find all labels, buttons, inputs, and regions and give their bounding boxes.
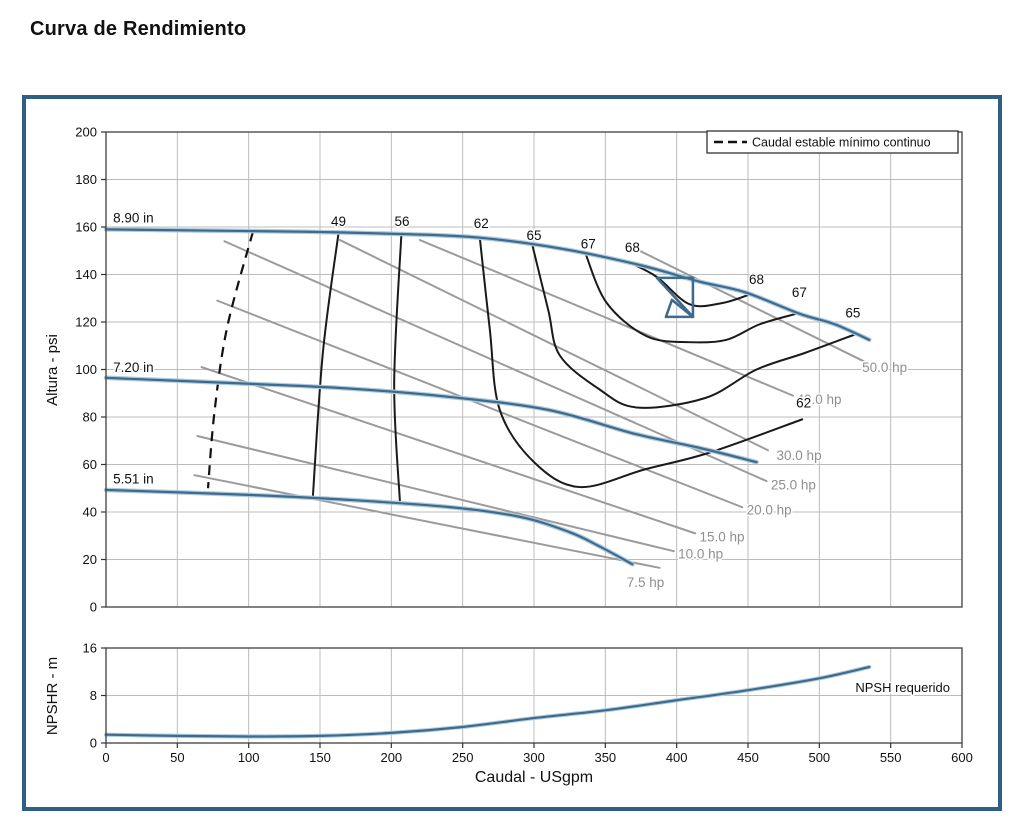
efficiency-label: 62 — [474, 216, 489, 231]
efficiency-label: 65 — [845, 305, 860, 320]
duty-point-triangle-icon — [664, 298, 695, 319]
efficiency-contour — [478, 236, 804, 489]
x-tick-label: 550 — [880, 750, 902, 765]
axis-tick-labels: 0 50 100 150 200 250 300 350 400 450 500 550 6000204… — [75, 125, 973, 766]
efficiency-contours — [311, 231, 858, 503]
npsh-curve-label: NPSH requerido — [855, 680, 950, 695]
power-line — [638, 249, 865, 363]
y-tick-label: 60 — [83, 457, 97, 472]
efficiency-label: 49 — [331, 214, 346, 229]
y-tick-label: 100 — [75, 362, 97, 377]
npsh-tick-label: 0 — [90, 736, 97, 751]
efficiency-label: 68 — [625, 240, 640, 255]
legend-label: Caudal estable mínimo continuo — [752, 136, 931, 150]
x-tick-label: 0 — [102, 750, 109, 765]
x-tick-label: 250 — [452, 750, 474, 765]
x-tick-label: 350 — [594, 750, 616, 765]
page-title: Curva de Rendimiento — [30, 18, 247, 40]
power-line-label: 40.0 hp — [797, 392, 842, 407]
min-flow-dashed-line — [206, 231, 255, 489]
y-tick-label: 180 — [75, 172, 97, 187]
power-line-label: 30.0 hp — [777, 448, 822, 463]
y-tick-label: 120 — [75, 315, 97, 330]
y-tick-label: 80 — [83, 410, 97, 425]
impeller-curve — [104, 376, 758, 464]
impeller-curves — [103, 227, 872, 567]
y-tick-label: 200 — [75, 125, 97, 140]
impeller-diameter-label: 7.20 in — [113, 360, 154, 375]
x-tick-label: 500 — [808, 750, 830, 765]
efficiency-label: 65 — [526, 228, 541, 243]
npsh-tick-label: 16 — [83, 641, 97, 656]
efficiency-label: 56 — [395, 214, 410, 229]
impeller-curve — [104, 228, 871, 341]
npsh-curve — [103, 664, 872, 739]
power-line — [216, 299, 744, 509]
x-tick-label: 400 — [666, 750, 688, 765]
power-line-label: 20.0 hp — [747, 502, 792, 517]
efficiency-label: 67 — [792, 285, 807, 300]
y-tick-label: 40 — [83, 505, 97, 520]
min-flow-line — [206, 231, 255, 489]
efficiency-label: 62 — [796, 396, 811, 411]
legend: Caudal estable mínimo continuo — [706, 130, 959, 154]
y-tick-label: 160 — [75, 220, 97, 235]
x-tick-label: 300 — [523, 750, 545, 765]
x-tick-label: 50 — [170, 750, 184, 765]
power-line-label: 15.0 hp — [699, 530, 744, 545]
power-line-label: 7.5 hp — [627, 575, 665, 590]
duty-point-marker — [655, 276, 695, 319]
power-line-label: 10.0 hp — [678, 546, 723, 561]
x-tick-label: 200 — [380, 750, 402, 765]
x-tick-label: 150 — [309, 750, 331, 765]
npsh-tick-label: 8 — [90, 688, 97, 703]
axis-ticks — [101, 131, 963, 748]
power-line-label: 25.0 hp — [771, 477, 816, 492]
npsh-curve-line — [104, 665, 871, 738]
power-line — [200, 366, 697, 535]
x-tick-label: 100 — [238, 750, 260, 765]
power-line-label: 50.0 hp — [862, 360, 907, 375]
panel-frame — [22, 95, 1002, 811]
efficiency-contour — [628, 261, 754, 308]
efficiency-contour — [393, 234, 403, 503]
impeller-diameter-label: 5.51 in — [113, 472, 154, 487]
power-line — [196, 435, 675, 553]
impeller-diameter-label: 8.90 in — [113, 210, 154, 225]
duty-point-triangle-icon — [655, 276, 695, 319]
power-line — [193, 474, 661, 569]
efficiency-label: 67 — [581, 236, 596, 251]
efficiency-contour — [531, 245, 858, 409]
efficiency-label: 68 — [749, 272, 764, 287]
y-axis-title-npsh: NPSHR - m — [44, 657, 61, 735]
x-tick-label: 450 — [737, 750, 759, 765]
y-tick-label: 20 — [83, 552, 97, 567]
x-tick-label: 600 — [951, 750, 973, 765]
y-tick-label: 140 — [75, 267, 97, 282]
impeller-curve — [104, 488, 634, 566]
efficiency-contour — [584, 252, 798, 344]
efficiency-contour — [311, 231, 340, 498]
legend-box — [706, 130, 959, 154]
y-tick-label: 0 — [90, 600, 97, 615]
x-axis-title: Caudal - USgpm — [475, 769, 593, 786]
y-axis-title-main: Altura - psi — [44, 334, 61, 406]
